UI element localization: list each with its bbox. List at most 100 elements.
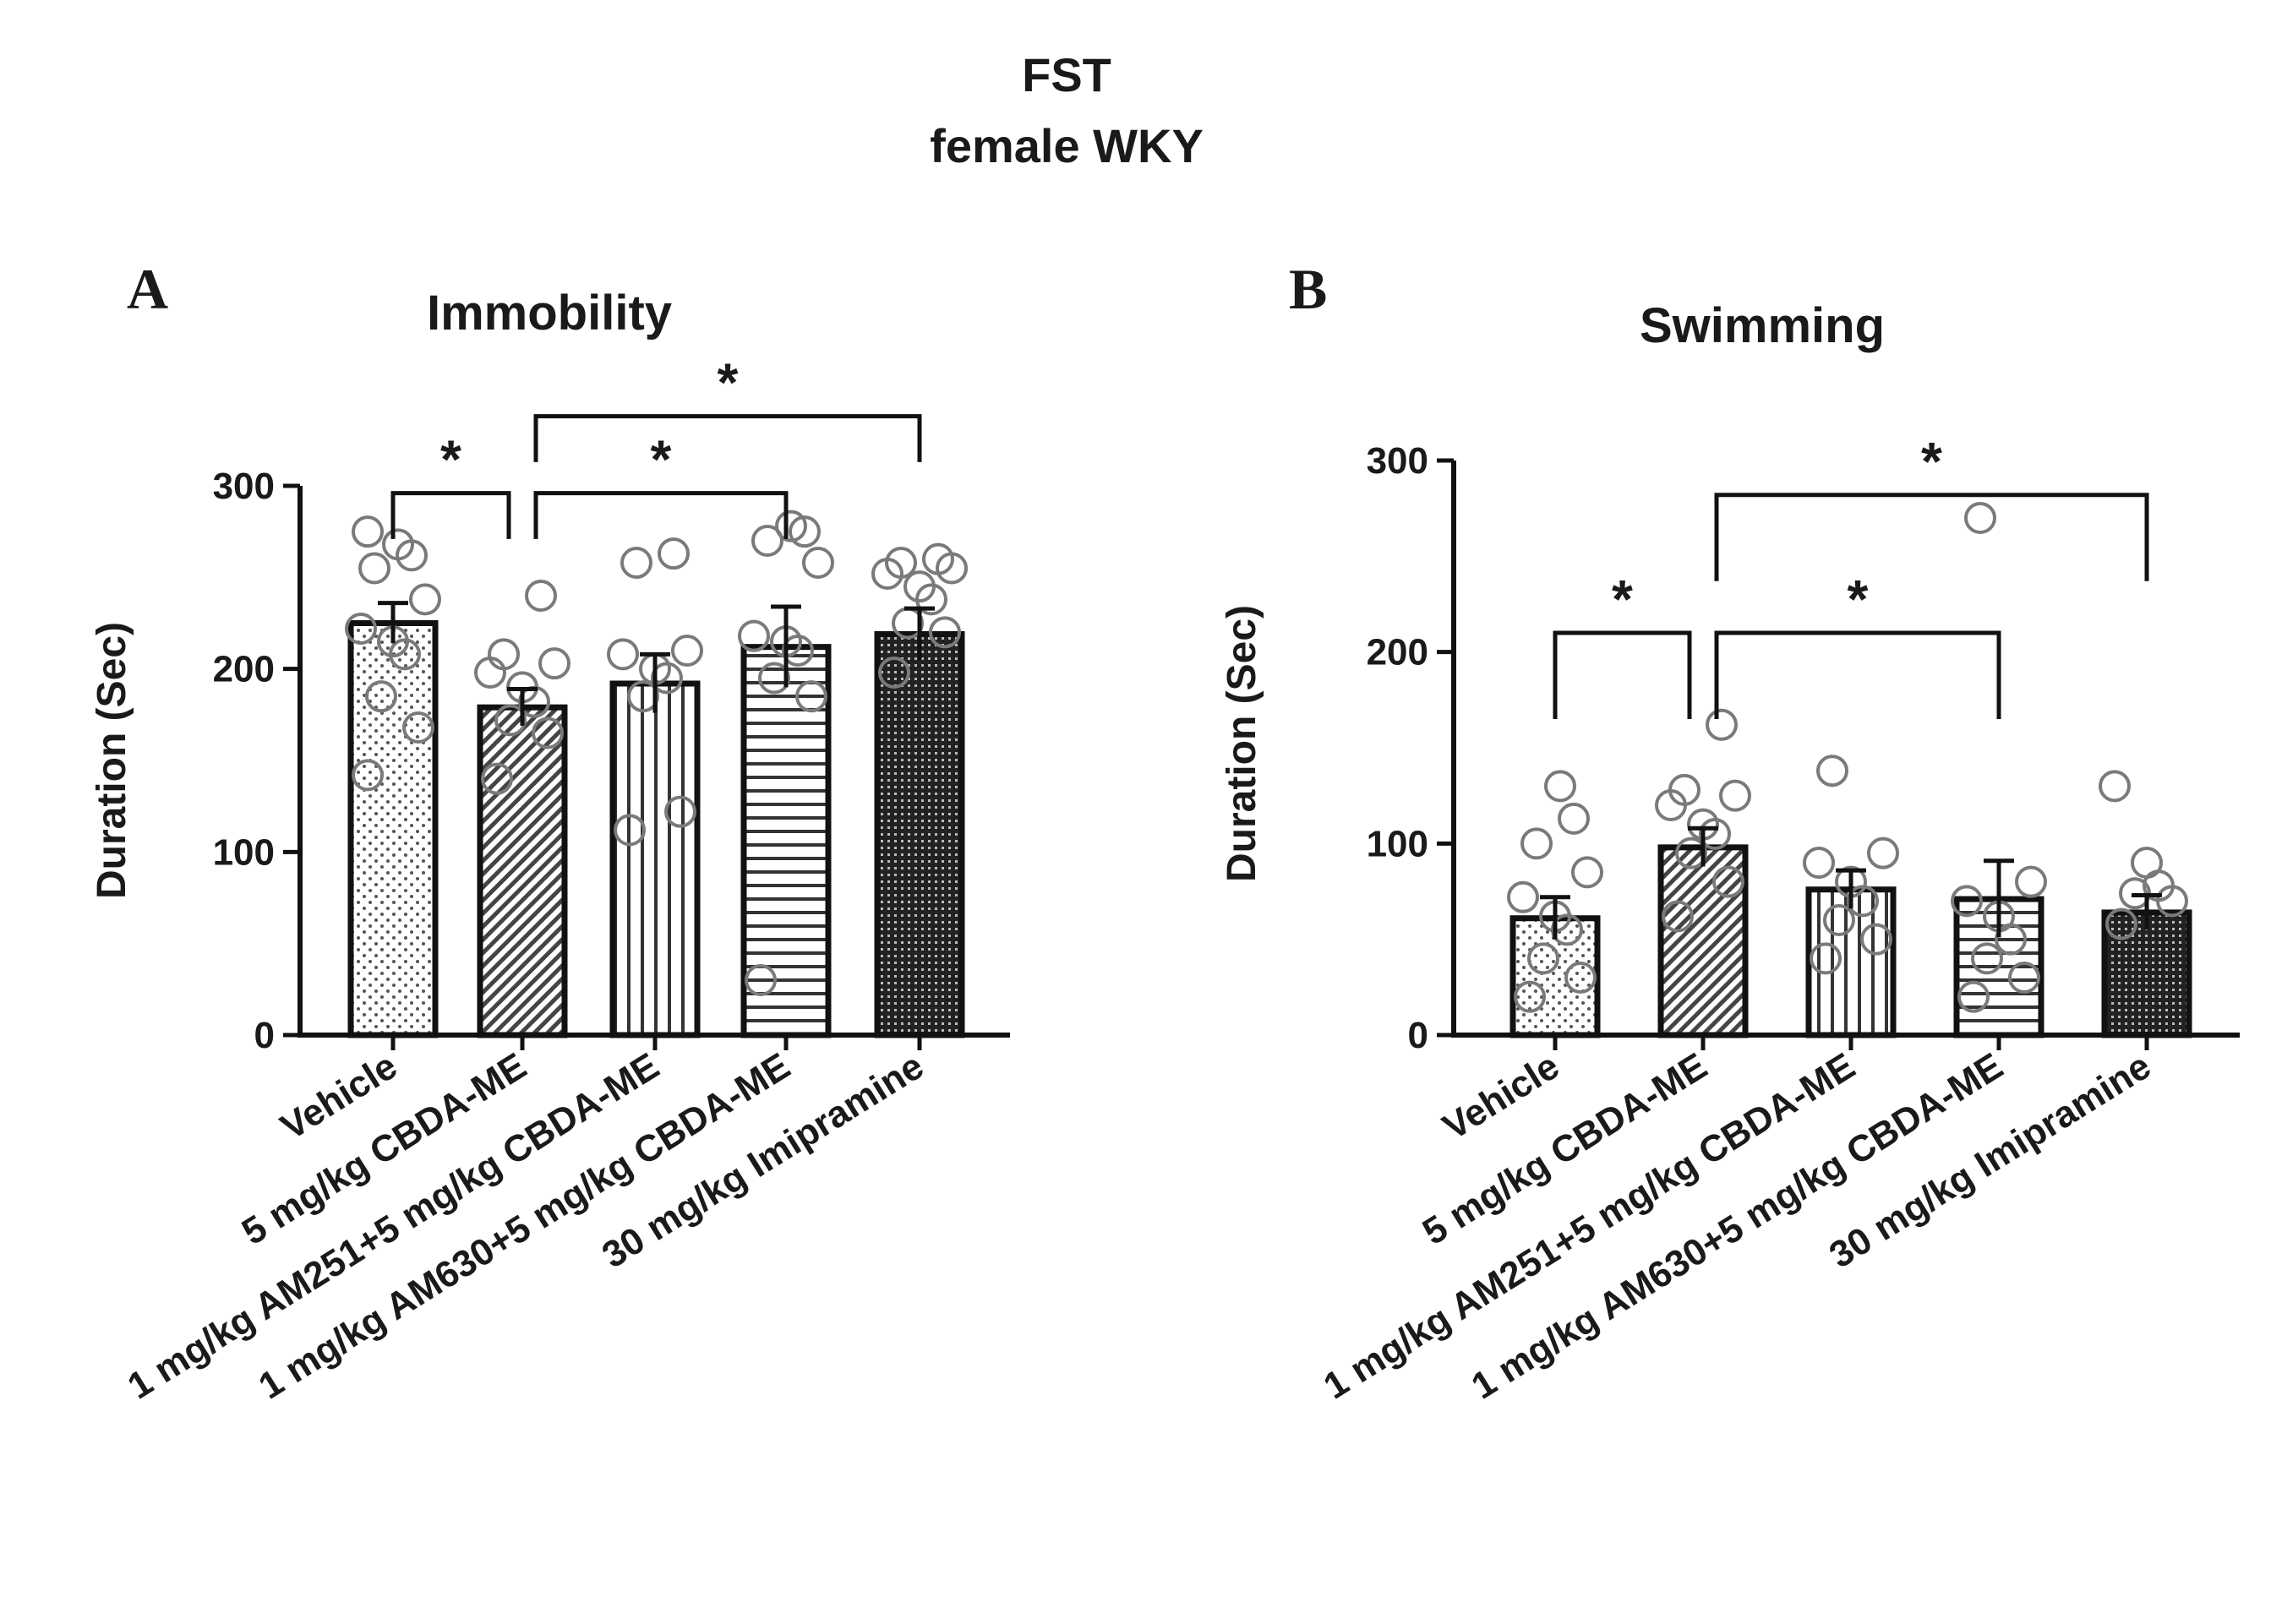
panel-b-point-vehicle [1507,880,1539,913]
panel-b-point-vehicle [1564,962,1597,994]
panel-b-point-1-mg-kg-am251-5-mg-kg-cbda-me [1823,904,1855,936]
panel-a-significance-bracket-1 [390,491,511,539]
panel-a-point-vehicle [402,711,434,744]
panel-b-y-tick-label: 100 [1367,823,1428,864]
panel-a-point-1-mg-kg-am630-5-mg-kg-cbda-me [751,525,783,557]
panel-a-point-vehicle [358,552,390,585]
panel-a-point-5-mg-kg-cbda-me [494,704,527,737]
panel-b-point-vehicle [1544,770,1576,803]
panel-a-significance-star-3: * [718,352,739,413]
panel-a-point-vehicle [382,528,414,561]
panel-a-point-1-mg-kg-am630-5-mg-kg-cbda-me [745,964,777,996]
panel-a-bar-vehicle [347,620,439,1038]
panel-a-category-label-1-mg-kg-am251-5-mg-kg-cbda-me: 1 mg/kg AM251+5 mg/kg CBDA-ME [121,1045,667,1408]
panel-a-point-1-mg-kg-am630-5-mg-kg-cbda-me [795,680,827,713]
panel-a-significance-bracket-2 [533,491,789,539]
panel-a-point-30-mg-kg-imipramine [885,547,917,579]
panel-a-point-1-mg-kg-am251-5-mg-kg-cbda-me [664,795,696,828]
panel-b-y-tick-label: 0 [1408,1015,1428,1056]
panel-a-point-1-mg-kg-am630-5-mg-kg-cbda-me [738,619,770,652]
panel-b-point-1-mg-kg-am630-5-mg-kg-cbda-me [1971,942,2003,975]
panel-a-y-tick-label: 200 [213,649,275,690]
panel-b-point-1-mg-kg-am630-5-mg-kg-cbda-me [2015,865,2047,898]
panel-b-point-1-mg-kg-am630-5-mg-kg-cbda-me [1964,502,1996,534]
panel-b-significance-star-1: * [1612,569,1633,629]
panel-b-point-vehicle [1527,942,1559,975]
panel-b-bar-5-mg-kg-cbda-me [1657,844,1749,1038]
panel-a-point-5-mg-kg-cbda-me [488,638,520,671]
panel-b-y-axis-label: Duration (Sec) [1220,605,1264,882]
figure-title-line2: female WKY [930,119,1204,172]
panel-a-y-tick-label: 0 [254,1015,275,1056]
panel-b-point-5-mg-kg-cbda-me [1719,779,1751,812]
panel-a-letter: A [127,257,168,321]
panel-a-significance-bracket-3 [533,414,922,462]
panel-b-significance-star-2: * [1848,569,1869,629]
panel-b-significance-bracket-1 [1553,630,1692,719]
panel-a-point-1-mg-kg-am630-5-mg-kg-cbda-me [758,662,790,695]
panel-b-y-tick-label: 200 [1367,632,1428,673]
panel-b-point-30-mg-kg-imipramine [2105,907,2137,940]
panel-b-significance-bracket-3 [1714,493,2149,581]
panel-a-point-1-mg-kg-am251-5-mg-kg-cbda-me [614,814,646,847]
panel-b-point-1-mg-kg-am251-5-mg-kg-cbda-me [1803,847,1835,879]
panel-b-point-vehicle [1514,980,1546,1013]
panel-b-point-vehicle [1520,827,1553,860]
panel-b-significance-star-3: * [1921,431,1942,492]
panel-a-point-1-mg-kg-am251-5-mg-kg-cbda-me [607,638,639,671]
panel-a-bar-5-mg-kg-cbda-me [477,704,568,1038]
panel-a-y-tick-label: 300 [213,466,275,507]
panel-b-point-30-mg-kg-imipramine [2099,770,2131,803]
panel-b-point-1-mg-kg-am251-5-mg-kg-cbda-me [1810,942,1842,975]
panel-a-point-vehicle [352,759,384,792]
panel-b-point-1-mg-kg-am630-5-mg-kg-cbda-me [1951,885,1983,918]
panel-b-point-30-mg-kg-imipramine [2131,847,2163,879]
panel-b-bar-30-mg-kg-imipramine [2101,909,2192,1038]
panel-a-point-1-mg-kg-am630-5-mg-kg-cbda-me [789,515,821,548]
panel-a-point-1-mg-kg-am251-5-mg-kg-cbda-me [658,537,690,570]
panel-b-point-1-mg-kg-am251-5-mg-kg-cbda-me [1816,755,1848,787]
panel-b-point-1-mg-kg-am630-5-mg-kg-cbda-me [2008,962,2040,994]
panel-b-significance-bracket-2 [1714,630,2001,719]
panel-a-point-1-mg-kg-am251-5-mg-kg-cbda-me [620,547,652,579]
panel-a-point-1-mg-kg-am630-5-mg-kg-cbda-me [775,510,807,542]
panel-a-title: Immobility [427,286,672,341]
panel-b-point-5-mg-kg-cbda-me [1706,708,1738,741]
panel-b-letter: B [1289,257,1327,321]
panel-b-point-1-mg-kg-am251-5-mg-kg-cbda-me [1867,837,1899,869]
panel-b-point-5-mg-kg-cbda-me [1712,865,1744,898]
panel-b-category-label-1-mg-kg-am630-5-mg-kg-cbda-me: 1 mg/kg AM630+5 mg/kg CBDA-ME [1465,1045,2011,1408]
panel-b-title: Swimming [1640,298,1885,353]
panel-a-point-30-mg-kg-imipramine [878,657,910,689]
panel-a-point-30-mg-kg-imipramine [922,542,954,575]
panel-a-point-5-mg-kg-cbda-me [538,647,570,680]
panel-a-significance-star-2: * [651,429,672,490]
panel-a-point-1-mg-kg-am630-5-mg-kg-cbda-me [802,547,834,579]
panel-b-point-5-mg-kg-cbda-me [1668,773,1701,806]
panel-a-y-axis-label: Duration (Sec) [90,622,134,899]
panel-a-point-vehicle [352,515,384,548]
panel-b-point-vehicle [1571,856,1603,889]
panel-a-point-30-mg-kg-imipramine [929,616,961,649]
panel-b-point-5-mg-kg-cbda-me [1662,900,1694,933]
panel-a-point-5-mg-kg-cbda-me [532,717,564,749]
panel-a-point-1-mg-kg-am251-5-mg-kg-cbda-me [627,680,659,713]
panel-a-point-1-mg-kg-am251-5-mg-kg-cbda-me [671,635,703,667]
panel-a-y-tick-label: 100 [213,831,275,873]
panel-b-swimming: B Swimming Duration (Sec) 0 100 200 300 Vehicle… [1220,257,2240,1408]
panel-a-point-5-mg-kg-cbda-me [525,580,557,612]
panel-a-point-30-mg-kg-imipramine [903,570,936,603]
panel-a-point-vehicle [409,583,441,616]
panel-a-bar-1-mg-kg-am630-5-mg-kg-cbda-me [740,644,832,1038]
panel-a-bar-30-mg-kg-imipramine [874,631,965,1038]
panel-a-bar-1-mg-kg-am251-5-mg-kg-cbda-me [609,680,701,1038]
panel-b-point-5-mg-kg-cbda-me [1675,837,1707,869]
panel-a-point-vehicle [345,613,377,645]
panel-b-category-label-1-mg-kg-am251-5-mg-kg-cbda-me: 1 mg/kg AM251+5 mg/kg CBDA-ME [1317,1045,1863,1408]
panel-b-point-vehicle [1558,802,1590,835]
panel-a-point-5-mg-kg-cbda-me [481,762,513,795]
panel-b-point-1-mg-kg-am630-5-mg-kg-cbda-me [1957,980,1990,1013]
panel-a-significance-star-1: * [440,429,461,490]
